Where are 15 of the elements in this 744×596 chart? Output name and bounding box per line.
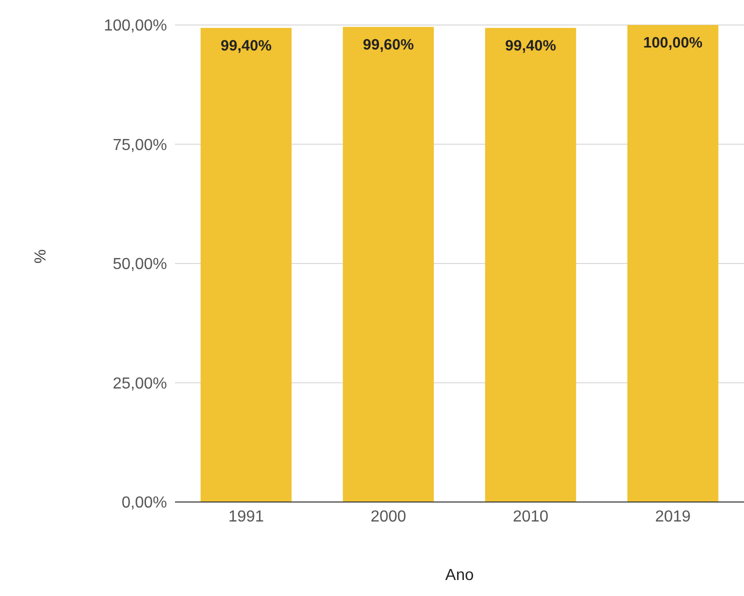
data-label: 99,40%: [505, 38, 556, 55]
x-tick-label: 1991: [228, 508, 264, 526]
x-tick-label: 2010: [512, 508, 549, 526]
y-axis-title: %: [32, 249, 50, 264]
x-axis-title: Ano: [445, 567, 474, 584]
y-tick-label: 50,00%: [112, 256, 167, 274]
data-label: 99,40%: [220, 38, 272, 55]
x-tick-label: 2000: [370, 508, 406, 526]
y-tick-label: 100,00%: [104, 18, 167, 35]
data-label: 99,60%: [362, 36, 414, 54]
y-tick-label: 75,00%: [112, 136, 167, 154]
y-tick-label: 25,00%: [112, 375, 167, 392]
y-tick-label: 0,00%: [122, 494, 167, 512]
data-label: 100,00%: [643, 34, 702, 52]
x-tick-label: 2019: [655, 508, 691, 526]
